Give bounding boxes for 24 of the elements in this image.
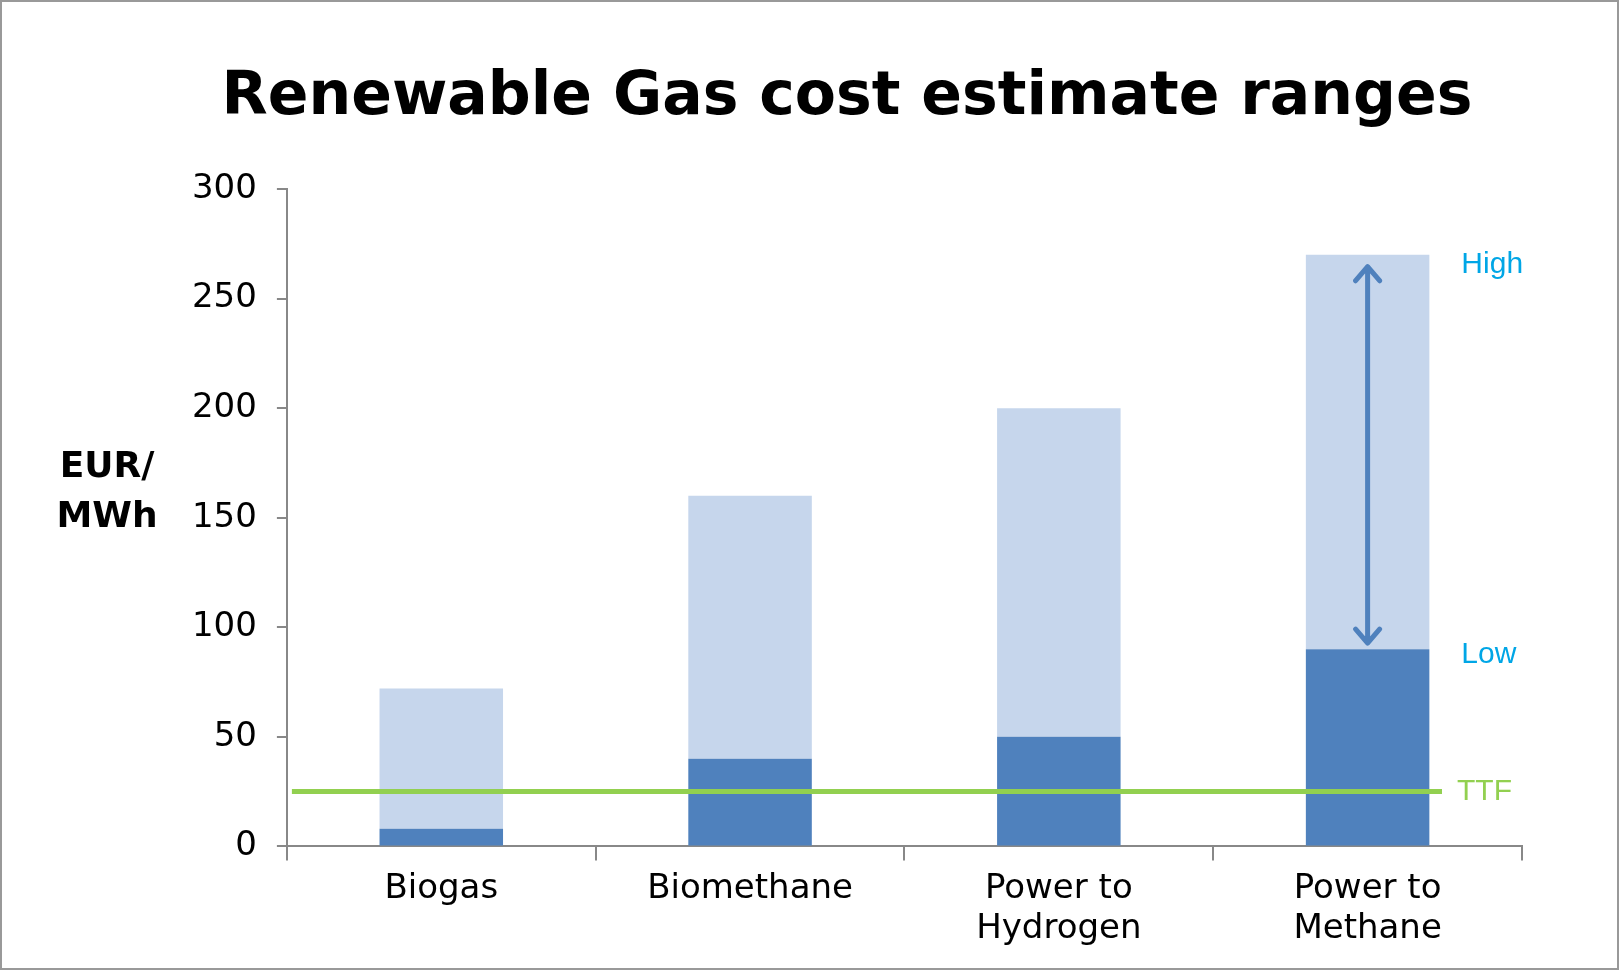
x-tick-label: Biogas: [384, 865, 499, 906]
y-tick-label: 300: [191, 165, 257, 206]
x-tick-label: Power to Methane: [1293, 865, 1442, 947]
y-axis-title: EUR/ MWh: [55, 443, 159, 538]
x-tick-label: Biomethane: [647, 865, 853, 906]
y-tick-label: 100: [191, 604, 257, 645]
bar: [379, 828, 504, 846]
bar: [379, 688, 504, 829]
ref-line-label: TTF: [1457, 772, 1512, 806]
annotation: High: [1461, 246, 1524, 280]
y-tick-label: 50: [213, 713, 257, 754]
y-tick-label: 150: [191, 494, 257, 535]
bar: [997, 736, 1121, 846]
bar: [1305, 254, 1430, 650]
bar: [997, 408, 1121, 737]
bar: [688, 495, 812, 759]
bar: [1305, 649, 1430, 846]
y-tick-label: 250: [191, 275, 257, 316]
y-tick-label: 200: [191, 384, 257, 425]
y-tick-label: 0: [235, 823, 257, 864]
annotation: Low: [1461, 636, 1517, 670]
bar: [688, 758, 812, 846]
chart-title: Renewable Gas cost estimate ranges: [221, 57, 1473, 128]
x-tick-label: Power to Hydrogen: [976, 865, 1142, 947]
